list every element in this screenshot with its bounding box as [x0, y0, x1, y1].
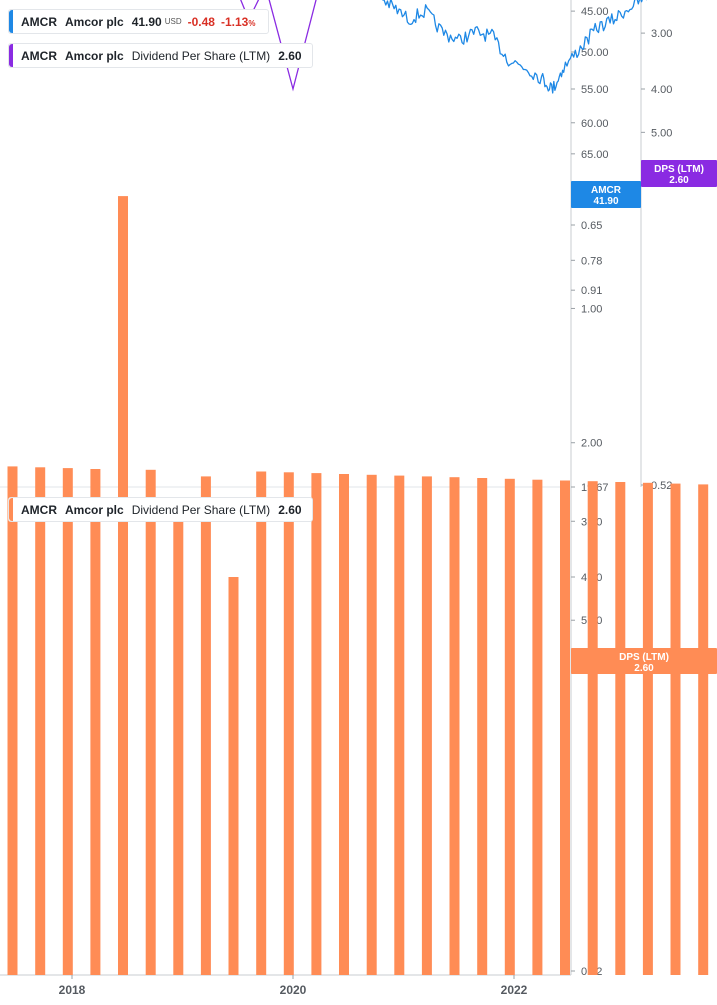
dps-bar: [587, 481, 598, 975]
legend-dps-bottom[interactable]: AMCR Amcor plc Dividend Per Share (LTM) …: [8, 497, 313, 522]
dps-bar: [532, 479, 543, 975]
price-tick-label: 65.00: [581, 149, 609, 161]
dps-bar: [173, 509, 184, 975]
legend-dps-top[interactable]: AMCR Amcor plc Dividend Per Share (LTM) …: [8, 43, 313, 68]
legend-ticker: AMCR: [21, 502, 57, 517]
dps-tick-label: 3.00: [651, 28, 672, 40]
dps-top-badge-value: 2.60: [669, 175, 689, 186]
dps-bar: [615, 482, 626, 975]
dps-bar: [394, 475, 405, 975]
legend-company: Amcor plc: [65, 502, 124, 517]
legend-change: -0.48: [187, 14, 215, 29]
dps-bar: [118, 196, 128, 976]
legend-ticker: AMCR: [21, 48, 57, 63]
dps-bar: [7, 466, 18, 975]
bar-tick-label: 0.65: [581, 220, 602, 232]
legend-company: Amcor plc: [65, 48, 124, 63]
legend-price[interactable]: AMCR Amcor plc 41.90 USD -0.48 -1.13%: [8, 9, 270, 34]
legend-dps-bottom-swatch: [9, 498, 13, 521]
price-tick-label: 55.00: [581, 84, 609, 96]
dps-bar: [145, 469, 156, 975]
dps-bar: [339, 474, 349, 975]
dps-bar: [421, 476, 432, 975]
dps-bar: [200, 476, 211, 975]
price-tick-label: 60.00: [581, 118, 609, 130]
legend-dps-value: 2.60: [278, 48, 302, 63]
dps-bar: [698, 484, 709, 975]
dps-tick-label: 4.00: [651, 84, 672, 96]
dps-bottom-badge-bg: [571, 648, 717, 674]
dps-bar: [642, 482, 653, 975]
legend-price-swatch: [9, 10, 13, 33]
legend-currency: USD: [164, 17, 182, 26]
legend-metric: Dividend Per Share (LTM): [131, 48, 271, 63]
legend-ticker: AMCR: [21, 14, 57, 29]
dps-series-line: [240, 0, 317, 92]
dps-bar: [90, 469, 101, 975]
legend-dps-value: 2.60: [278, 502, 302, 517]
dps-bar: [283, 472, 294, 975]
dps-bar: [228, 577, 239, 975]
price-badge-value: 41.90: [593, 196, 618, 207]
dps-tick-label: 5.00: [651, 127, 672, 139]
bar-tick-label: 2.00: [581, 438, 602, 450]
dps-bar: [477, 478, 488, 975]
legend-dps-top-swatch: [9, 44, 13, 67]
dps-bar: [504, 478, 515, 975]
dps-bar: [35, 467, 46, 975]
dps-bar: [560, 480, 570, 975]
dps-tick-label: 0.52: [651, 480, 672, 492]
bar-tick-label: 1.00: [581, 303, 602, 315]
dps-top-badge-label: DPS (LTM): [654, 164, 704, 175]
price-series-line: [381, 0, 648, 94]
x-tick-label: 2022: [501, 983, 528, 997]
dps-bar: [311, 473, 322, 975]
price-badge-label: AMCR: [591, 185, 622, 196]
bar-tick-label: 0.91: [581, 285, 602, 297]
dps-bottom-badge-value: 2.60: [634, 663, 654, 674]
dps-bar: [449, 477, 460, 975]
legend-price-value: 41.90: [131, 14, 162, 29]
x-tick-label: 2020: [280, 983, 307, 997]
price-tick-label: 50.00: [581, 47, 609, 59]
legend-company: Amcor plc: [65, 14, 124, 29]
price-badge-bg: [571, 181, 641, 208]
price-tick-label: 45.00: [581, 6, 609, 18]
x-tick-label: 2018: [59, 983, 86, 997]
dps-bar: [670, 483, 681, 975]
dps-bar: [256, 471, 267, 975]
legend-change-pct: -1.13%: [220, 14, 256, 29]
dps-top-badge-bg: [641, 160, 717, 187]
legend-metric: Dividend Per Share (LTM): [131, 502, 271, 517]
dps-bar: [62, 468, 73, 975]
dps-bottom-badge-label: DPS (LTM): [619, 652, 669, 663]
bar-tick-label: 0.78: [581, 255, 602, 267]
dps-bar: [366, 474, 377, 975]
